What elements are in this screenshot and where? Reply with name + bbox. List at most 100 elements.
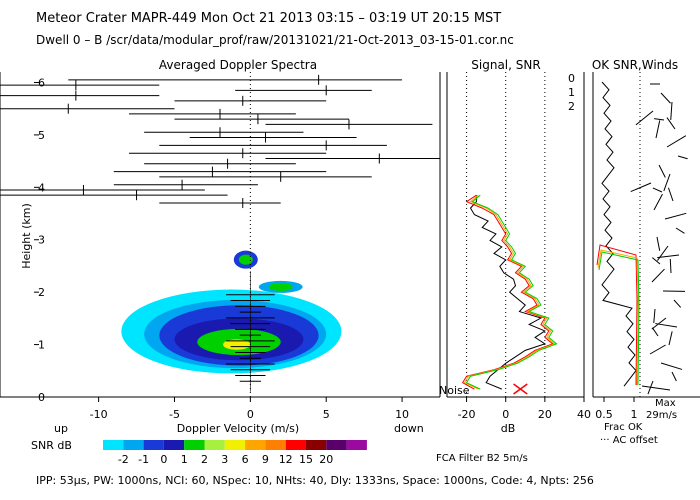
winds-x-tick-label-0: 0.5 bbox=[595, 408, 613, 421]
frac-ok-trace-2 bbox=[598, 251, 640, 386]
wind-arrow-25 bbox=[653, 308, 656, 323]
frac-ok-label: Frac OK bbox=[604, 422, 643, 433]
max-wind-arrow bbox=[641, 385, 671, 391]
wind-arrow-14 bbox=[653, 193, 663, 211]
wind-arrow-12 bbox=[652, 187, 663, 193]
colorbar-tick-0: -2 bbox=[118, 453, 129, 466]
colorbar-swatch-12 bbox=[346, 440, 367, 450]
wind-arrow-28 bbox=[651, 327, 659, 337]
y-tick-label-6: 6 bbox=[38, 76, 45, 89]
wind-arrow-21 bbox=[669, 258, 672, 274]
header-line1: Meteor Crater MAPR-449 Mon Oct 21 2013 0… bbox=[36, 11, 501, 26]
colorbar-swatch-6 bbox=[224, 440, 246, 450]
snr-x-tick-label-3: 40 bbox=[577, 408, 591, 421]
down-label: down bbox=[394, 422, 424, 435]
snr-series-signal bbox=[469, 195, 546, 390]
colorbar-swatch-5 bbox=[204, 440, 225, 450]
wind-arrow-7 bbox=[666, 135, 687, 148]
colorbar-tick-4: 2 bbox=[201, 453, 208, 466]
snr-series-2 bbox=[465, 194, 558, 390]
y-tick-label-1: 1 bbox=[38, 339, 45, 352]
header-line2: Dwell 0 – B /scr/data/modular_prof/raw/2… bbox=[36, 33, 514, 47]
colorbar-tick-1: -1 bbox=[138, 453, 149, 466]
snr-x-tick-label-1: 0 bbox=[502, 408, 509, 421]
snr-series-1 bbox=[463, 194, 556, 390]
snr-xlabel: dB bbox=[501, 422, 516, 435]
colorbar-tick-8: 12 bbox=[279, 453, 293, 466]
noise-marker-b bbox=[513, 383, 528, 395]
colorbar-swatch-10 bbox=[306, 440, 327, 450]
x-tick-label-3: 5 bbox=[323, 408, 330, 421]
wind-arrow-9 bbox=[658, 164, 666, 178]
wind-arrow-8 bbox=[677, 155, 688, 160]
snr-series-0 bbox=[461, 194, 554, 390]
echo-blob-mid-core bbox=[268, 282, 293, 291]
echo-region-5 bbox=[223, 339, 251, 350]
max-label: Max bbox=[655, 398, 676, 409]
y-tick-label-5: 5 bbox=[38, 129, 45, 142]
wind-arrow-4 bbox=[654, 118, 665, 121]
wind-arrow-13 bbox=[667, 187, 674, 202]
frac-ok-trace-0 bbox=[596, 244, 638, 386]
colorbar-swatch-0 bbox=[103, 440, 124, 450]
snr-x-tick-label-0: -20 bbox=[458, 408, 476, 421]
wind-arrow-27 bbox=[655, 323, 678, 328]
ac-offset-note: ··· AC offset bbox=[600, 435, 658, 446]
x-tick-label-4: 10 bbox=[395, 408, 409, 421]
filter-note: FCA Filter B2 5m/s bbox=[436, 453, 528, 464]
x-tick-label-1: -5 bbox=[169, 408, 180, 421]
max-value: 29m/s bbox=[646, 410, 677, 421]
colorbar-tick-5: 3 bbox=[221, 453, 228, 466]
winds-title: OK SNR,Winds bbox=[592, 58, 678, 72]
up-label: up bbox=[54, 422, 68, 435]
frac-ok-trace bbox=[601, 81, 637, 387]
colorbar-tick-2: 0 bbox=[160, 453, 167, 466]
echo-blob-upper-core bbox=[238, 254, 253, 265]
y-tick-label-0: 0 bbox=[38, 391, 45, 404]
colorbar-swatch-11 bbox=[326, 440, 347, 450]
colorbar-swatch-3 bbox=[163, 440, 185, 450]
wind-arrow-5 bbox=[666, 117, 676, 130]
wind-arrow-30 bbox=[649, 344, 666, 355]
x-tick-label-2: 0 bbox=[247, 408, 254, 421]
snr-title: Signal, SNR bbox=[471, 58, 540, 72]
wind-arrow-18 bbox=[657, 245, 669, 261]
snr-x-tick-label-2: 20 bbox=[538, 408, 552, 421]
wind-arrow-22 bbox=[651, 268, 665, 283]
snr-legend-0: 0 bbox=[568, 72, 575, 85]
wind-arrow-1 bbox=[660, 92, 671, 104]
colorbar-tick-9: 15 bbox=[299, 453, 313, 466]
colorbar-label: SNR dB bbox=[31, 439, 72, 452]
colorbar-swatch-2 bbox=[143, 440, 164, 450]
spectra-panel: -10 -5 0 5 10 0 1 2 3 4 5 6 bbox=[0, 72, 441, 421]
snr-legend-1: 1 bbox=[568, 86, 575, 99]
colorbar-swatch-1 bbox=[123, 440, 144, 450]
colorbar-swatch-8 bbox=[265, 440, 286, 450]
wind-arrow-10 bbox=[663, 173, 671, 192]
winds-panel: 0.5 1 bbox=[592, 72, 700, 421]
footer-params: IPP: 53μs, PW: 1000ns, NCI: 60, NSpec: 1… bbox=[36, 474, 594, 487]
wind-arrow-11 bbox=[630, 182, 652, 193]
snr-legend-2: 2 bbox=[568, 100, 575, 113]
colorbar-swatch-4 bbox=[184, 440, 205, 450]
colorbar-tick-6: 6 bbox=[242, 453, 249, 466]
spectra-ylabel: Height (km) bbox=[20, 203, 33, 269]
colorbar: -2 -1 0 1 2 3 6 9 12 15 20 bbox=[103, 440, 367, 466]
frac-ok-trace-1 bbox=[597, 249, 639, 386]
wind-arrow-32 bbox=[671, 371, 677, 382]
wind-arrow-26 bbox=[651, 317, 667, 330]
wind-arrow-20 bbox=[652, 257, 661, 265]
wind-arrow-19 bbox=[657, 254, 680, 259]
colorbar-tick-10: 20 bbox=[319, 453, 333, 466]
wind-arrow-16 bbox=[675, 227, 685, 234]
x-tick-label-0: -10 bbox=[90, 408, 108, 421]
wind-arrow-2 bbox=[670, 101, 673, 120]
colorbar-tick-3: 1 bbox=[181, 453, 188, 466]
wind-arrow-6 bbox=[655, 120, 661, 139]
colorbar-swatch-7 bbox=[245, 440, 266, 450]
y-tick-label-2: 2 bbox=[38, 286, 45, 299]
wind-arrow-31 bbox=[660, 362, 683, 370]
spectra-xlabel: Doppler Velocity (m/s) bbox=[177, 422, 299, 435]
